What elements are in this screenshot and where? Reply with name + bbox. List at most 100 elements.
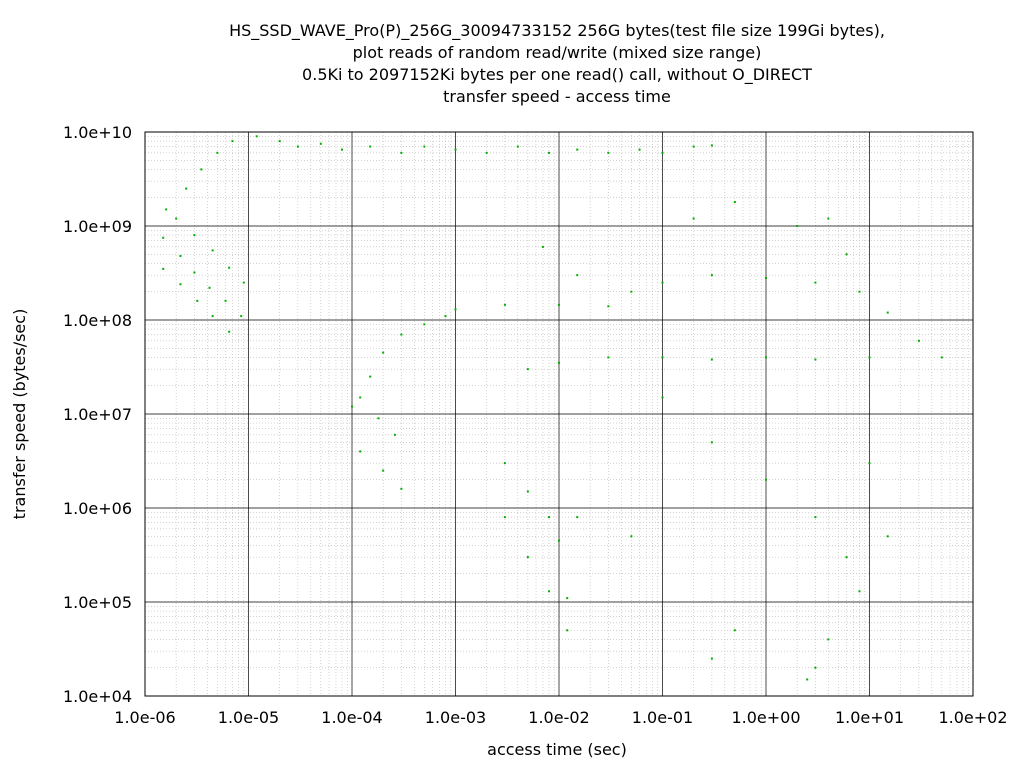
- x-tick-label: 1.0e-02: [528, 708, 589, 727]
- data-point: [886, 311, 889, 314]
- data-point: [541, 245, 544, 248]
- y-tick-label: 1.0e+07: [63, 405, 132, 424]
- y-tick-label: 1.0e+09: [63, 217, 132, 236]
- data-point: [814, 281, 817, 284]
- data-point: [940, 356, 943, 359]
- y-tick-label: 1.0e+04: [63, 687, 132, 706]
- data-point: [351, 405, 353, 408]
- data-point: [806, 678, 809, 681]
- data-point: [526, 490, 529, 493]
- data-point: [630, 535, 633, 538]
- data-point: [917, 339, 920, 342]
- chart-title: HS_SSD_WAVE_Pro(P)_256G_30094733152 256G…: [0, 20, 1024, 108]
- x-tick-label: 1.0e+01: [835, 708, 904, 727]
- data-point: [162, 267, 165, 270]
- data-point: [485, 151, 488, 154]
- data-point: [526, 556, 529, 559]
- data-point: [208, 286, 211, 289]
- y-tick-labels: 1.0e+04 1.0e+05 1.0e+06 1.0e+07 1.0e+08 1.0e+…: [63, 123, 132, 706]
- data-point: [231, 140, 234, 143]
- data-point: [296, 145, 299, 148]
- data-point: [200, 168, 203, 171]
- data-point: [858, 290, 861, 293]
- data-points: [162, 135, 943, 681]
- data-point: [814, 666, 817, 669]
- data-point: [607, 356, 610, 359]
- y-tick-label: 1.0e+08: [63, 311, 132, 330]
- x-tick-label: 1.0e-06: [114, 708, 175, 727]
- title-line-4: transfer speed - access time: [443, 87, 671, 106]
- data-point: [382, 351, 385, 354]
- data-point: [196, 299, 199, 302]
- data-point: [240, 315, 243, 318]
- data-point: [845, 253, 848, 256]
- data-point: [661, 356, 664, 359]
- data-point: [454, 148, 457, 151]
- data-point: [255, 135, 258, 138]
- data-point: [638, 148, 641, 151]
- data-point: [211, 315, 214, 318]
- data-point: [224, 299, 227, 302]
- data-point: [692, 217, 695, 220]
- data-point: [193, 271, 196, 274]
- data-point: [661, 151, 664, 154]
- data-point: [340, 148, 343, 151]
- data-point: [710, 441, 713, 444]
- data-point: [607, 305, 610, 308]
- data-point: [369, 375, 372, 378]
- y-tick-label: 1.0e+05: [63, 593, 132, 612]
- data-point: [710, 657, 713, 660]
- y-tick-label: 1.0e+06: [63, 499, 132, 518]
- data-point: [547, 516, 550, 519]
- y-axis-label: transfer speed (bytes/sec): [10, 309, 29, 520]
- x-tick-label: 1.0e-05: [218, 708, 279, 727]
- data-point: [558, 361, 560, 364]
- data-point: [185, 187, 188, 190]
- data-point: [710, 274, 713, 277]
- x-tick-labels: 1.0e-06 1.0e-05 1.0e-04 1.0e-03 1.0e-02 1.0e-…: [114, 708, 1007, 727]
- data-point: [558, 539, 560, 542]
- data-point: [377, 417, 380, 420]
- data-point: [827, 638, 830, 641]
- data-point: [242, 281, 245, 284]
- title-line-1: HS_SSD_WAVE_Pro(P)_256G_30094733152 256G…: [229, 21, 885, 40]
- plot-border: [144, 131, 974, 697]
- data-point: [886, 535, 889, 538]
- data-point: [526, 368, 529, 371]
- data-point: [228, 266, 231, 269]
- data-point: [400, 151, 403, 154]
- data-point: [733, 629, 736, 632]
- data-point: [827, 217, 830, 220]
- x-tick-label: 1.0e-01: [632, 708, 693, 727]
- data-point: [165, 208, 168, 211]
- data-point: [393, 433, 396, 436]
- data-point: [503, 462, 506, 465]
- data-point: [576, 148, 579, 151]
- data-point: [193, 234, 196, 237]
- data-point: [765, 276, 767, 279]
- data-point: [179, 254, 182, 257]
- x-tick-label: 1.0e+02: [938, 708, 1007, 727]
- data-point: [566, 629, 569, 632]
- data-point: [661, 396, 664, 399]
- data-point: [765, 478, 767, 481]
- data-point: [630, 290, 633, 293]
- data-point: [661, 281, 664, 284]
- data-point: [516, 145, 519, 148]
- data-point: [503, 516, 506, 519]
- data-point: [710, 144, 713, 147]
- data-point: [814, 358, 817, 361]
- title-line-2: plot reads of random read/write (mixed s…: [352, 43, 762, 62]
- data-point: [228, 330, 231, 333]
- data-point: [454, 308, 457, 311]
- data-point: [211, 249, 214, 252]
- data-point: [547, 151, 550, 154]
- data-point: [175, 217, 178, 220]
- data-point: [216, 151, 219, 154]
- data-point: [558, 303, 560, 306]
- data-point: [576, 274, 579, 277]
- data-point: [444, 315, 447, 318]
- data-point: [607, 151, 610, 154]
- data-point: [359, 450, 362, 453]
